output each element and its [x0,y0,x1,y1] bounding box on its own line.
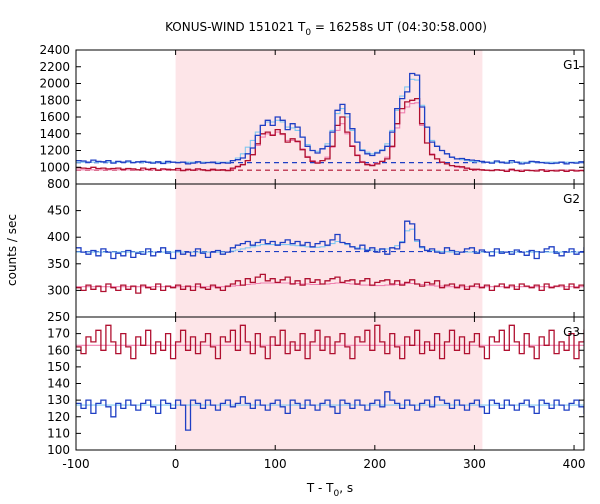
x-label-text: T - T [306,481,334,495]
title-text: = 16258s UT (04:30:58.000) [311,20,487,34]
title-subscript: 0 [305,28,311,38]
panel-label-g1: G1 [563,58,580,72]
y-tick-label: 2200 [39,60,70,74]
panel-label-g3: G3 [563,325,580,339]
y-tick-label: 2400 [39,43,70,57]
y-tick-label: 800 [47,177,70,191]
panel-g3: 100 110 120 130 140 150 160 170 G3 [47,316,585,457]
y-tick-label: 400 [47,230,70,244]
y-tick-label: 140 [47,377,70,391]
title-text: KONUS-WIND 151021 T [165,20,306,34]
x-axis-label: T - T0, s [306,481,353,499]
plot-area [76,324,584,431]
y-axis-label: counts / sec [5,214,19,286]
y-tick-label: 450 [47,204,70,218]
shaded-interval [175,50,483,450]
y-tick-label: 100 [47,443,70,457]
x-tick-label: 400 [563,457,586,471]
y-tick-label: 150 [47,360,70,374]
series-g2-blue [76,220,584,260]
x-tick-label: 200 [363,457,386,471]
series-g2-red [76,273,584,294]
series-g3-blue [76,391,584,431]
x-tick-label: -100 [62,457,89,471]
x-label-subscript: 0 [334,489,340,499]
series-g1-blue [76,72,584,165]
series-g3-red [76,324,584,360]
y-tick-label: 300 [47,283,70,297]
x-tick-label: 100 [264,457,287,471]
x-label-text: , s [339,481,353,495]
y-tick-label: 2000 [39,77,70,91]
y-tick-label: 110 [47,426,70,440]
y-tick-label: 1400 [39,127,70,141]
y-tick-label: 1000 [39,160,70,174]
y-tick-label: 160 [47,343,70,357]
plot-area [76,72,584,173]
series-g2-pink [76,282,584,288]
x-tick-label: 0 [172,457,180,471]
plot-area [76,220,584,294]
y-tick-label: 1200 [39,144,70,158]
series-g1-red [76,97,584,173]
y-tick-label: 120 [47,410,70,424]
y-tick-label: 250 [47,310,70,324]
panel-g1: 800 1000 1200 1400 1600 1800 2000 2200 2400 G1 [39,43,585,191]
panel-label-g2: G2 [563,192,580,206]
y-tick-label: 170 [47,327,70,341]
y-tick-label: 1800 [39,93,70,107]
y-tick-label: 1600 [39,110,70,124]
y-tick-label: 130 [47,393,70,407]
y-tick-label: 350 [47,257,70,271]
x-tick-label: 300 [463,457,486,471]
chart-title: KONUS-WIND 151021 T0 = 16258s UT (04:30:… [165,20,487,38]
